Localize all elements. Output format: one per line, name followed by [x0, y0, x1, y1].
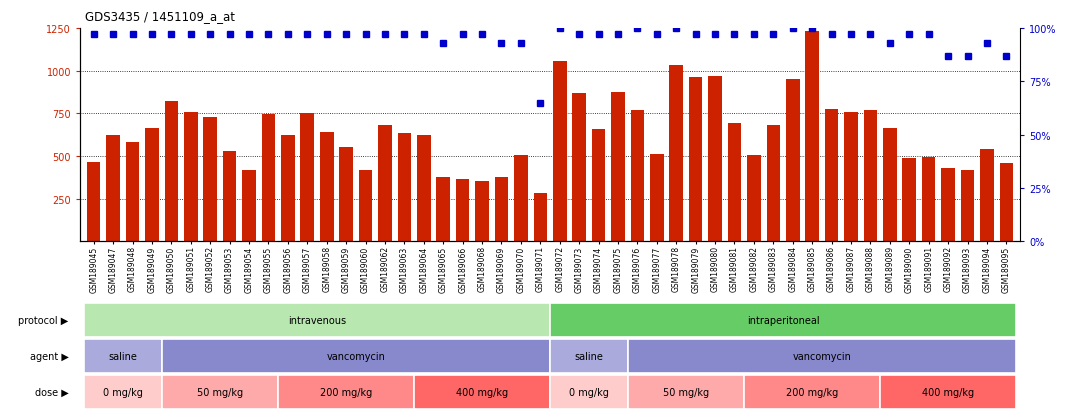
Bar	[550, 375, 628, 409]
Bar	[902, 158, 916, 242]
Bar	[550, 303, 1016, 337]
Bar	[84, 339, 161, 373]
Text: GDS3435 / 1451109_a_at: GDS3435 / 1451109_a_at	[85, 10, 235, 23]
Bar	[592, 129, 606, 242]
Text: intravenous: intravenous	[288, 315, 346, 325]
Bar	[300, 114, 314, 242]
Bar	[437, 178, 450, 242]
Bar	[744, 375, 880, 409]
Bar	[980, 150, 993, 242]
Bar	[1000, 163, 1014, 242]
Bar	[941, 169, 955, 242]
Bar	[708, 76, 722, 242]
Bar	[534, 193, 547, 242]
Bar	[844, 112, 858, 242]
Text: vancomycin: vancomycin	[327, 351, 386, 361]
Bar	[281, 136, 295, 242]
Bar	[340, 147, 352, 242]
Bar	[670, 66, 684, 242]
Bar	[126, 143, 139, 242]
Bar	[961, 170, 974, 242]
Bar	[456, 180, 470, 242]
Bar	[767, 126, 780, 242]
Bar	[84, 303, 550, 337]
Bar	[689, 78, 703, 242]
Bar	[824, 110, 838, 242]
Bar	[262, 115, 276, 242]
Bar	[805, 32, 819, 242]
Bar	[278, 375, 414, 409]
Bar	[164, 102, 178, 242]
Text: vancomycin: vancomycin	[792, 351, 851, 361]
Bar	[883, 128, 897, 242]
Bar	[223, 152, 236, 242]
Text: 0 mg/kg: 0 mg/kg	[103, 387, 143, 397]
Text: agent ▶: agent ▶	[30, 351, 68, 361]
Bar	[359, 171, 373, 242]
Text: 0 mg/kg: 0 mg/kg	[569, 387, 609, 397]
Bar	[145, 128, 159, 242]
Text: saline: saline	[108, 351, 138, 361]
Bar	[628, 375, 744, 409]
Text: dose ▶: dose ▶	[35, 387, 68, 397]
Bar	[378, 126, 392, 242]
Bar	[107, 135, 120, 242]
Text: protocol ▶: protocol ▶	[18, 315, 68, 325]
Bar	[475, 181, 489, 242]
Text: intraperitoneal: intraperitoneal	[747, 315, 819, 325]
Bar	[242, 171, 256, 242]
Bar	[87, 162, 100, 242]
Bar	[553, 62, 566, 242]
Text: saline: saline	[575, 351, 603, 361]
Text: 400 mg/kg: 400 mg/kg	[922, 387, 974, 397]
Text: 200 mg/kg: 200 mg/kg	[786, 387, 838, 397]
Bar	[922, 157, 936, 242]
Bar	[630, 111, 644, 242]
Text: 50 mg/kg: 50 mg/kg	[197, 387, 244, 397]
Bar	[417, 135, 430, 242]
Bar	[161, 375, 278, 409]
Bar	[184, 112, 198, 242]
Bar	[880, 375, 1016, 409]
Bar	[514, 156, 528, 242]
Bar	[650, 155, 663, 242]
Bar	[864, 111, 877, 242]
Bar	[414, 375, 550, 409]
Bar	[628, 339, 1016, 373]
Bar	[786, 80, 800, 242]
Bar	[611, 93, 625, 242]
Bar	[84, 375, 161, 409]
Bar	[320, 133, 333, 242]
Bar	[572, 94, 586, 242]
Bar	[494, 178, 508, 242]
Text: 200 mg/kg: 200 mg/kg	[320, 387, 373, 397]
Bar	[550, 339, 628, 373]
Bar	[397, 133, 411, 242]
Bar	[203, 117, 217, 242]
Text: 400 mg/kg: 400 mg/kg	[456, 387, 508, 397]
Text: 50 mg/kg: 50 mg/kg	[663, 387, 709, 397]
Bar	[161, 339, 550, 373]
Bar	[748, 156, 760, 242]
Bar	[727, 123, 741, 242]
